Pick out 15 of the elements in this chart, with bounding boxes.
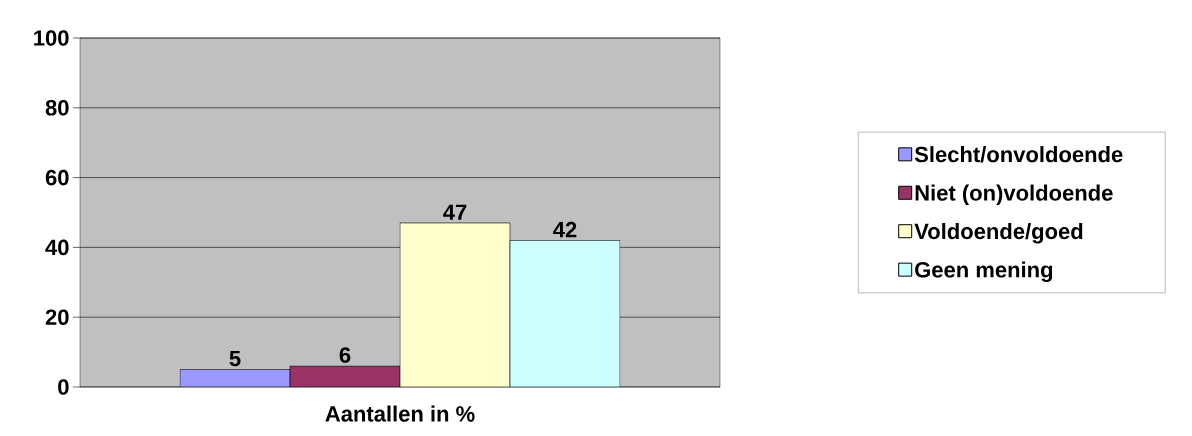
data-label: 42	[553, 221, 577, 238]
y-tick-label: 0	[58, 379, 69, 395]
legend-label: Slecht/onvoldoende	[914, 146, 1123, 163]
y-tick-label: 20	[45, 309, 69, 325]
y-tick-label: 80	[45, 100, 69, 116]
y-tick-label: 60	[45, 169, 69, 186]
legend-label: Niet (on)voldoende	[915, 184, 1113, 206]
data-label: 6	[339, 347, 351, 363]
data-label: 47	[443, 204, 467, 220]
data-label: 5	[229, 350, 241, 367]
y-tick-label: 40	[45, 239, 69, 256]
y-tick-label: 100	[34, 30, 69, 46]
x-tick-label: Aantallen in %	[325, 405, 475, 422]
legend-label: Geen mening	[915, 261, 1053, 283]
legend-label: Voldoende/goed	[914, 222, 1083, 244]
